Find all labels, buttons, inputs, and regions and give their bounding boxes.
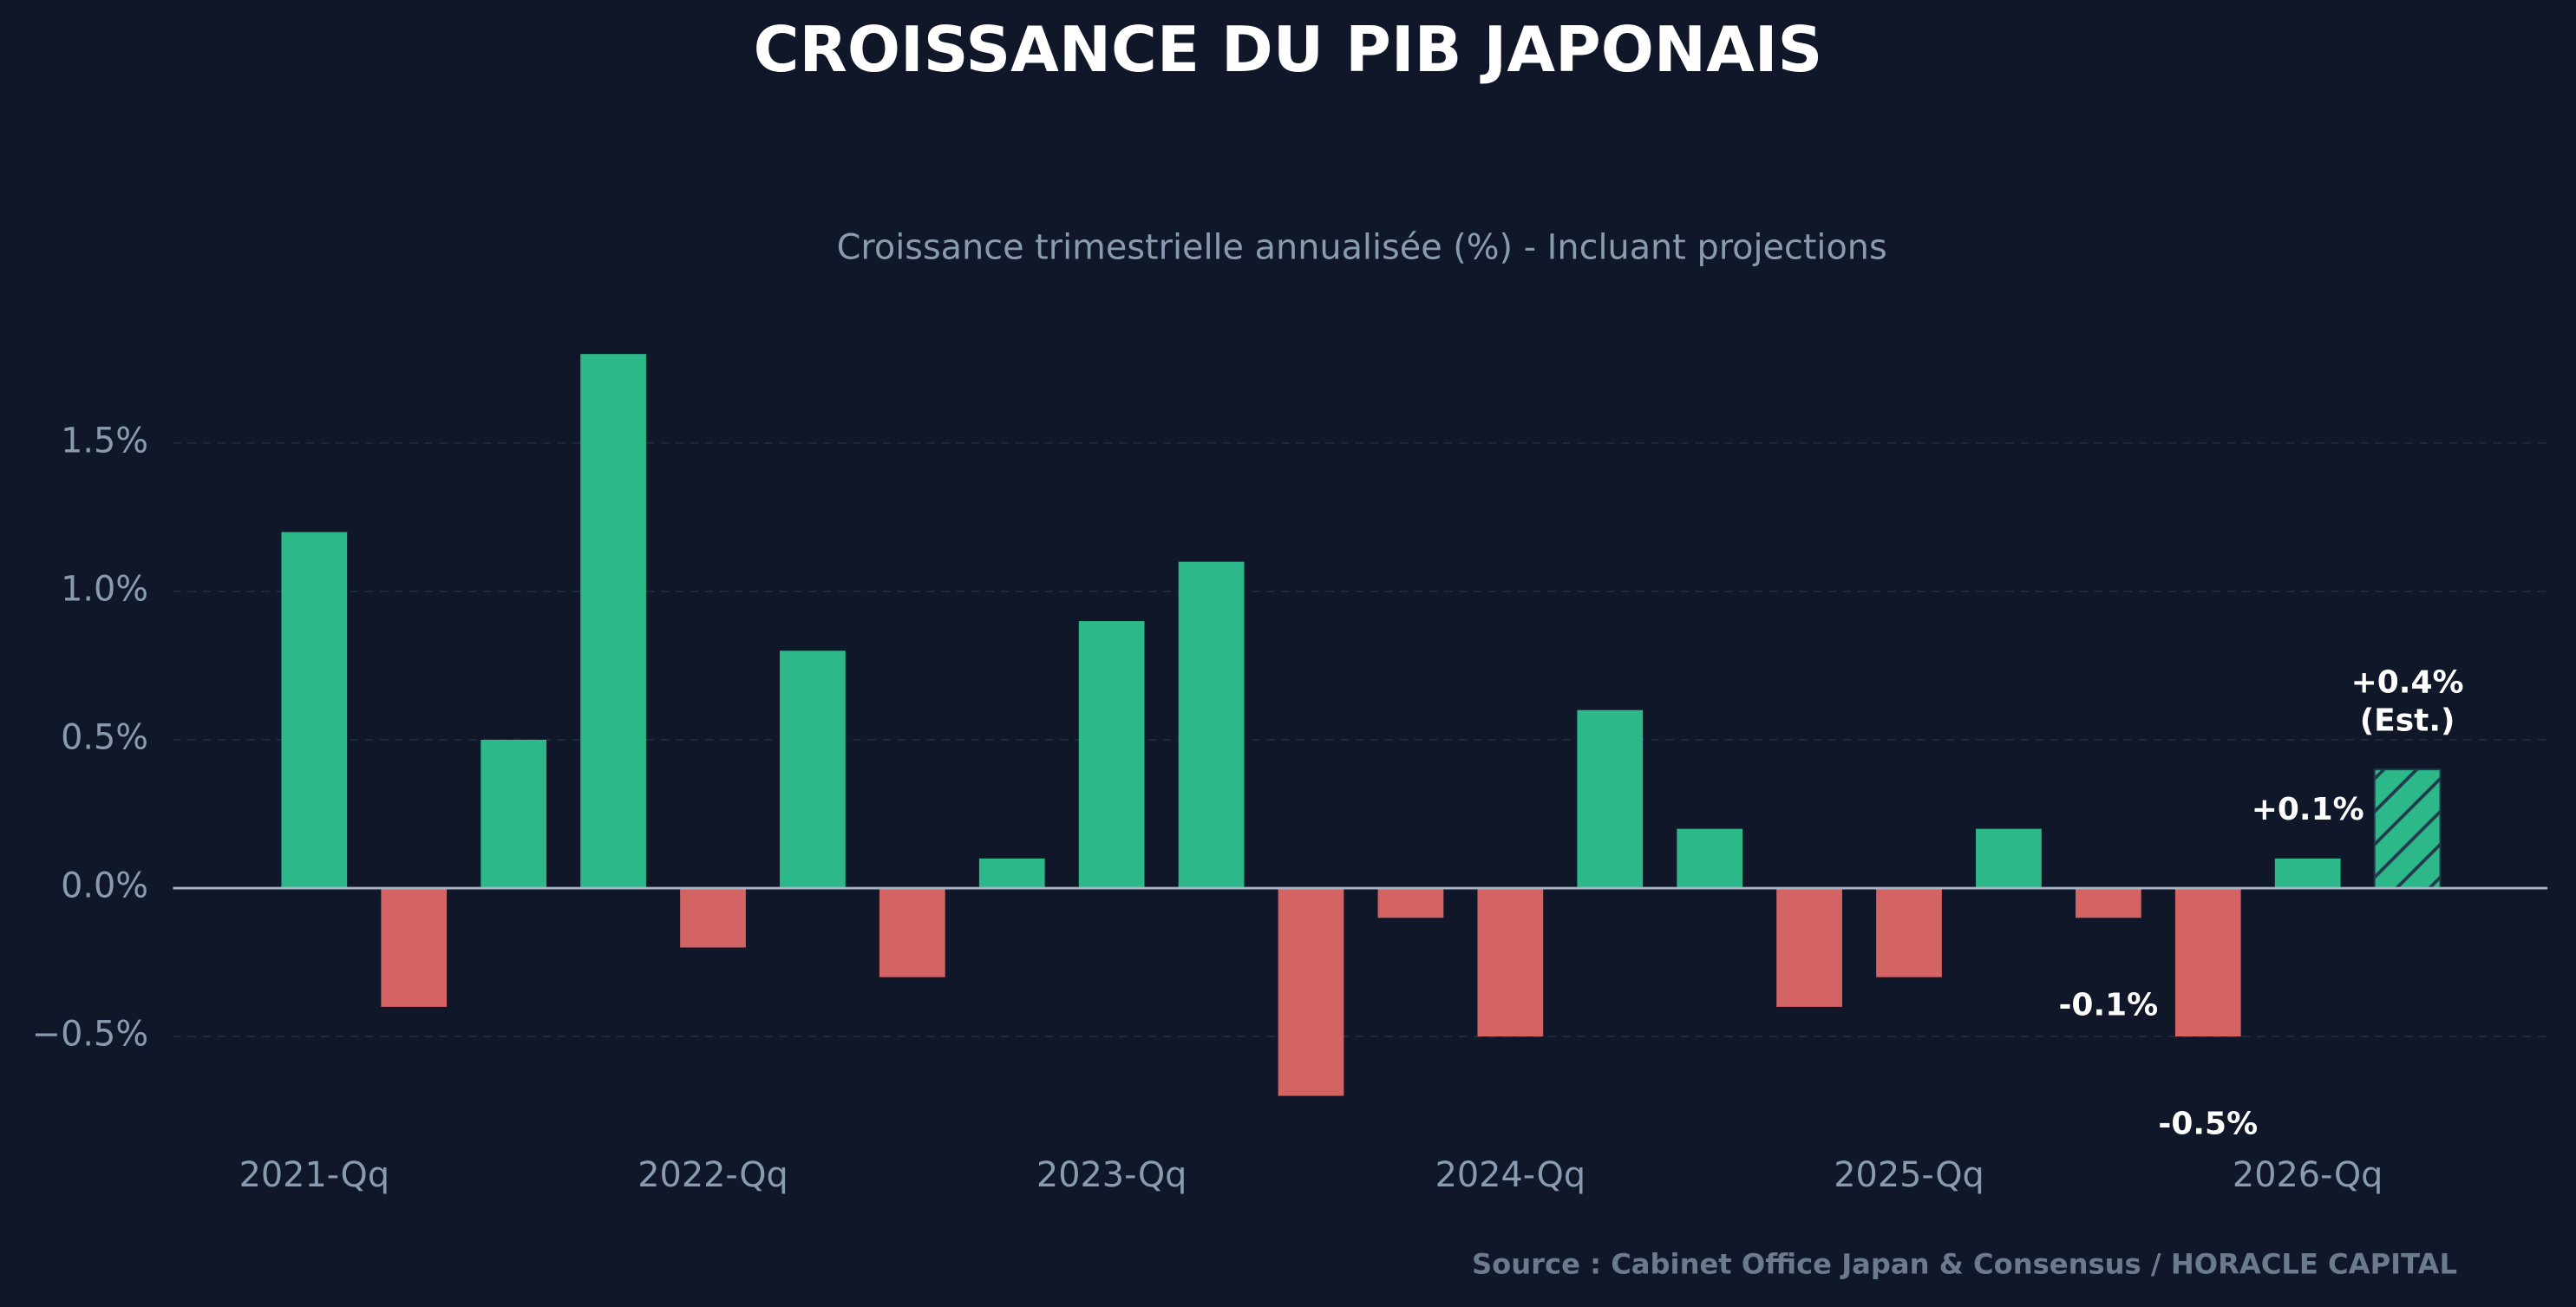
bar [1577, 709, 1644, 889]
x-tick-label: 2026-Qq [2233, 1155, 2383, 1195]
bar [1677, 828, 1743, 889]
x-tick-label: 2024-Qq [1435, 1155, 1585, 1195]
chart-title: CROISSANCE DU PIB JAPONAIS [754, 13, 1823, 86]
bar [879, 888, 945, 977]
y-tick-label: 1.0% [61, 569, 148, 609]
value-label: -0.1% [2059, 987, 2159, 1023]
value-label: -0.5% [2158, 1106, 2258, 1141]
bar [1776, 888, 1842, 1007]
bar [1377, 888, 1444, 918]
x-tick-label: 2021-Qq [239, 1155, 389, 1195]
y-tick-label: 0.5% [61, 717, 148, 757]
bar [381, 888, 448, 1007]
value-label: +0.4% [2351, 665, 2464, 701]
x-tick-label: 2023-Qq [1036, 1155, 1187, 1195]
x-tick-label: 2025-Qq [1834, 1155, 1984, 1195]
bar [1078, 621, 1145, 889]
x-tick-label: 2022-Qq [637, 1155, 788, 1195]
bar [2274, 858, 2341, 889]
bar [680, 888, 746, 948]
bar [281, 532, 348, 889]
source-note: Source : Cabinet Office Japan & Consensu… [1472, 1248, 2457, 1281]
y-tick-label: 1.5% [61, 421, 148, 461]
value-label: +0.1% [2252, 792, 2364, 827]
bar [1278, 888, 1344, 1096]
bar [2075, 888, 2141, 918]
bar-hatch [2373, 768, 2442, 889]
bar [1178, 561, 1245, 889]
bar [1876, 888, 1942, 977]
bar [1976, 828, 2042, 889]
bar [580, 354, 646, 889]
estimate-label: (Est.) [2360, 703, 2455, 738]
bar [1477, 888, 1544, 1037]
bar [978, 858, 1045, 889]
y-tick-label: 0.0% [61, 866, 148, 906]
bar [780, 650, 846, 889]
bar [2174, 888, 2241, 1037]
bar [481, 739, 547, 889]
chart-subtitle: Croissance trimestrielle annualisée (%) … [837, 227, 1887, 267]
y-tick-label: −0.5% [32, 1015, 148, 1055]
